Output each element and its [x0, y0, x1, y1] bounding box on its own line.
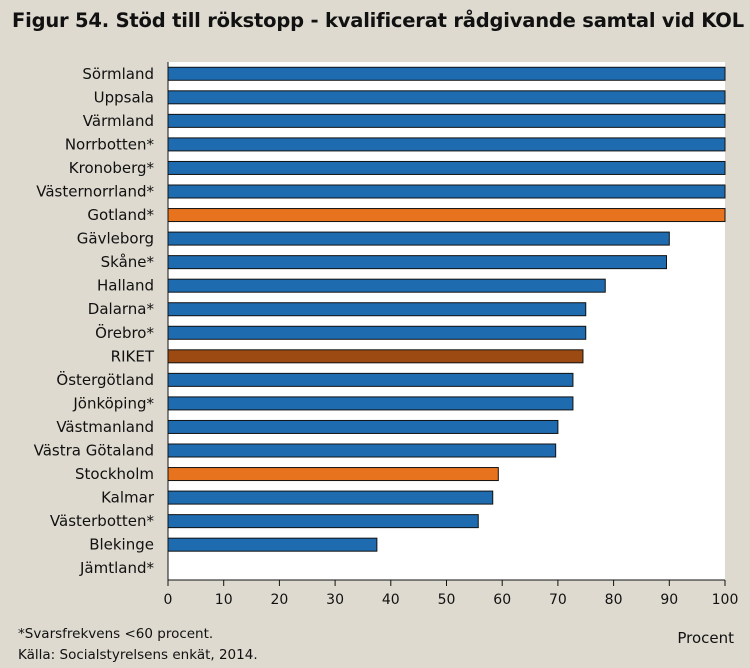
x-tick-label: 90	[660, 592, 678, 608]
bar-vastmanland	[167, 419, 559, 434]
bar-vasternorrland	[167, 184, 726, 199]
x-tick-label: 100	[712, 592, 739, 608]
bar-gotland	[167, 208, 726, 223]
x-tick-label: 50	[438, 592, 456, 608]
category-label: Jämtland*	[79, 559, 154, 577]
category-label: Jönköping*	[72, 394, 154, 412]
x-tick-label: 70	[549, 592, 567, 608]
bar-uppsala	[167, 90, 726, 105]
category-label: Uppsala	[94, 88, 154, 106]
category-label: Sörmland	[82, 65, 154, 83]
bar-vasterbotten	[167, 514, 479, 529]
category-label: Blekinge	[89, 536, 154, 554]
bar-skane	[167, 255, 668, 270]
bar-ostergotland	[167, 372, 574, 387]
category-label: Kalmar	[101, 489, 155, 507]
category-label: Östergötland	[56, 370, 154, 389]
bar-riket	[167, 349, 584, 364]
category-label: Gävleborg	[77, 230, 154, 248]
category-label: Västerbotten*	[50, 512, 155, 530]
bar-gavleborg	[167, 231, 670, 246]
bar-kronoberg	[167, 160, 726, 175]
x-tick-label: 40	[382, 592, 400, 608]
category-label: Västernorrland*	[36, 183, 154, 201]
bar-blekinge	[167, 537, 378, 552]
category-label: Dalarna*	[88, 300, 155, 318]
category-label: Skåne*	[101, 253, 155, 271]
footnote-source: Källa: Socialstyrelsens enkät, 2014.	[18, 647, 258, 663]
bars-group	[167, 66, 726, 552]
x-tick-label: 30	[326, 592, 344, 608]
x-tick-label: 60	[493, 592, 511, 608]
x-tick-label: 0	[164, 592, 173, 608]
category-label: Halland	[97, 277, 154, 295]
category-label: Örebro*	[95, 323, 154, 342]
bar-orebro	[167, 325, 587, 340]
category-label: Västmanland	[56, 418, 154, 436]
category-label: Värmland	[83, 112, 154, 130]
x-axis-label: Procent	[677, 629, 734, 647]
category-labels: Sörmland Uppsala Värmland Norrbotten* Kronob…	[34, 65, 155, 577]
x-tick-label: 10	[215, 592, 233, 608]
bar-vastra-gotaland	[167, 443, 557, 458]
bar-varmland	[167, 113, 726, 128]
bar-norrbotten	[167, 137, 726, 152]
category-label: Gotland*	[87, 206, 154, 224]
category-label: Norrbotten*	[65, 135, 155, 153]
bar-stockholm	[167, 467, 499, 482]
x-tick-label: 20	[270, 592, 288, 608]
category-label: Stockholm	[75, 465, 154, 483]
bar-sormland	[167, 66, 726, 81]
category-label: Västra Götaland	[34, 442, 154, 460]
x-tick-label: 80	[605, 592, 623, 608]
bar-kalmar	[167, 490, 494, 505]
bar-dalarna	[167, 302, 587, 317]
category-label: RIKET	[111, 347, 155, 365]
category-label: Kronoberg*	[69, 159, 155, 177]
bar-halland	[167, 278, 606, 293]
x-axis: 0 10 20 30 40 50 60 70 80 90 100	[164, 62, 739, 608]
bar-jonkoping	[167, 396, 574, 411]
chart-title: Figur 54. Stöd till rökstopp - kvalifice…	[12, 9, 744, 32]
footnote-response-rate: *Svarsfrekvens <60 procent.	[18, 626, 214, 642]
